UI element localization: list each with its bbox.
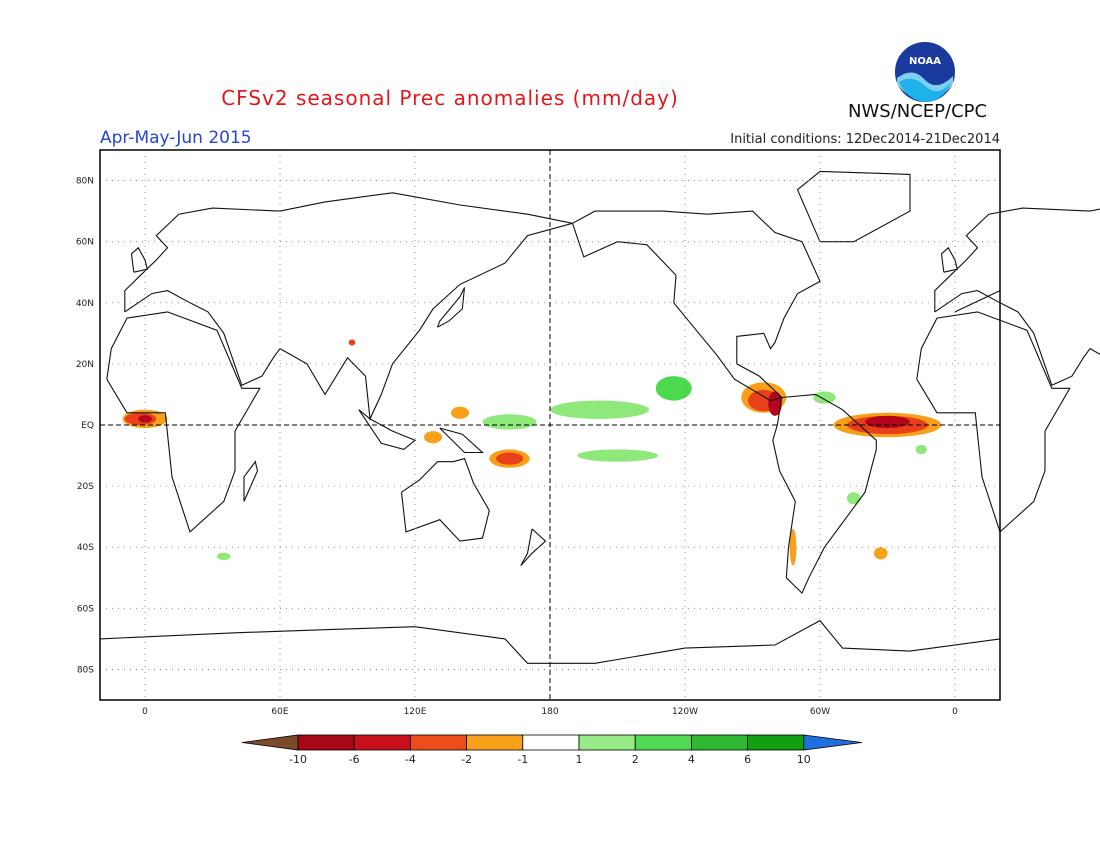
coast-uk-wrap xyxy=(940,246,958,273)
colorbar-label: -2 xyxy=(461,753,472,766)
lon-tick-label: 120E xyxy=(404,707,427,717)
colorbar-label: -4 xyxy=(405,753,416,766)
axis-tick-labels: 80N 60N 40N 20N EQ 20S 40S 60S 80S 0 60E 120E 180 120… xyxy=(76,177,958,717)
lat-tick-label: EQ xyxy=(81,421,94,431)
anomaly-region xyxy=(348,339,356,346)
colorbar-swatch xyxy=(578,734,636,751)
lon-tick-label: 60E xyxy=(271,707,288,717)
coast-antarctica xyxy=(99,619,1001,664)
coast-new-guinea xyxy=(439,427,484,454)
lon-tick-label: 120W xyxy=(672,707,698,717)
coastline-layer xyxy=(99,170,1100,664)
agency-label: NWS/NCEP/CPC xyxy=(848,101,988,122)
anomaly-region xyxy=(496,452,523,465)
colorbar-swatch xyxy=(353,734,411,751)
colorbar-label: 1 xyxy=(576,753,583,766)
anomaly-region xyxy=(138,415,152,423)
coast-south-america xyxy=(772,393,877,595)
season-label: Apr-May-Jun 2015 xyxy=(100,128,252,148)
colorbar-label: 10 xyxy=(797,753,811,766)
lat-tick-label: 20S xyxy=(77,482,94,492)
anomaly-region xyxy=(550,400,649,419)
grid-layer xyxy=(100,150,1000,700)
colorbar-swatch xyxy=(747,734,805,751)
anomaly-region xyxy=(577,449,658,462)
colorbar-left-arrow xyxy=(241,734,299,751)
colorbar-swatch xyxy=(466,734,524,751)
coast-europe-west xyxy=(954,290,1001,313)
lat-tick-label: 20N xyxy=(76,360,94,370)
colorbar-label: 6 xyxy=(744,753,751,766)
colorbar-swatch xyxy=(297,734,355,751)
lon-tick-label: 180 xyxy=(541,707,558,717)
colorbar-swatch xyxy=(522,734,580,751)
anomaly-region xyxy=(865,415,910,429)
colorbar-label: -6 xyxy=(349,753,360,766)
anomaly-region xyxy=(915,444,927,455)
coast-africa-wrap xyxy=(916,311,1071,533)
colorbar-right-arrow xyxy=(803,734,862,751)
coast-indonesia xyxy=(358,409,417,451)
initial-conditions-label: Initial conditions: 12Dec2014-21Dec2014 xyxy=(730,132,1000,147)
coast-eurasia-wrap xyxy=(934,207,1100,387)
lat-tick-label: 80S xyxy=(77,665,94,675)
anomaly-region xyxy=(482,414,537,430)
coast-uk xyxy=(130,246,148,273)
anomaly-region xyxy=(655,376,692,401)
noaa-logo-text: NOAA xyxy=(909,56,941,67)
anomaly-region xyxy=(451,406,469,419)
anomaly-region xyxy=(789,528,797,566)
lon-tick-label: 0 xyxy=(952,707,958,717)
anomaly-region xyxy=(424,431,442,444)
lat-tick-label: 80N xyxy=(76,177,94,187)
map-title: CFSv2 seasonal Prec anomalies (mm/day) xyxy=(221,86,679,110)
anomaly-region xyxy=(847,492,861,505)
coast-greenland xyxy=(796,170,911,243)
colorbar-label: -1 xyxy=(517,753,528,766)
colorbar-swatch xyxy=(409,734,467,751)
anomaly-region xyxy=(217,552,231,561)
colorbar-label: -10 xyxy=(289,753,307,766)
coast-madagascar xyxy=(243,460,259,502)
lon-tick-label: 60W xyxy=(810,707,830,717)
lat-tick-label: 60S xyxy=(77,604,94,614)
anomaly-region xyxy=(768,391,782,416)
map-frame xyxy=(99,149,1001,701)
coast-australia xyxy=(400,457,490,542)
lat-tick-label: 60N xyxy=(76,238,94,248)
anomaly-region xyxy=(813,391,836,404)
colorbar-label: 2 xyxy=(632,753,639,766)
colorbar: -10 -6 -4 -2 -1 1 2 4 6 10 xyxy=(241,734,862,766)
coast-eurasia xyxy=(124,192,573,421)
colorbar-swatch xyxy=(634,734,692,751)
lat-tick-label: 40N xyxy=(76,299,94,309)
colorbar-label: 4 xyxy=(688,753,695,766)
coast-africa xyxy=(106,311,261,533)
coast-japan xyxy=(436,287,466,328)
coast-new-zealand xyxy=(520,528,547,566)
coast-north-america xyxy=(571,210,821,402)
lon-tick-label: 0 xyxy=(142,707,148,717)
colorbar-swatch xyxy=(691,734,749,751)
lat-tick-label: 40S xyxy=(77,543,94,553)
noaa-logo-icon: NOAA xyxy=(893,40,957,104)
anomaly-region xyxy=(874,547,888,560)
